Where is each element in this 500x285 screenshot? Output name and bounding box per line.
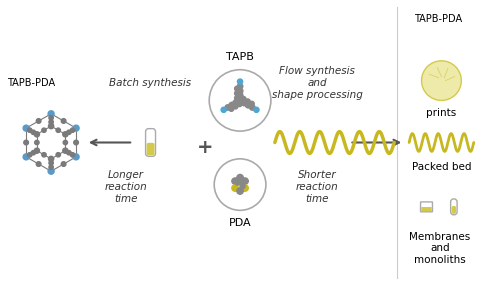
Circle shape [31, 130, 36, 135]
Circle shape [241, 97, 246, 101]
Circle shape [234, 95, 240, 101]
FancyBboxPatch shape [146, 129, 156, 156]
Circle shape [49, 120, 54, 124]
Text: TAPB-PDA: TAPB-PDA [414, 14, 462, 24]
FancyBboxPatch shape [420, 202, 432, 212]
Circle shape [233, 104, 238, 109]
Text: Packed bed: Packed bed [412, 162, 471, 172]
FancyBboxPatch shape [146, 143, 154, 155]
Text: Shorter
reaction
time: Shorter reaction time [296, 170, 339, 204]
Circle shape [48, 156, 54, 162]
Circle shape [49, 165, 54, 169]
Circle shape [62, 148, 68, 153]
Circle shape [23, 125, 29, 131]
Circle shape [209, 70, 271, 131]
Circle shape [48, 168, 54, 174]
Text: Flow synthesis
and
shape processing: Flow synthesis and shape processing [272, 66, 362, 100]
Circle shape [233, 100, 239, 106]
Circle shape [229, 102, 234, 108]
Circle shape [254, 107, 259, 112]
Text: TAPB: TAPB [226, 52, 254, 62]
Circle shape [70, 128, 74, 132]
Circle shape [236, 97, 244, 104]
Circle shape [74, 140, 78, 145]
Circle shape [214, 159, 266, 210]
Circle shape [229, 106, 234, 111]
Circle shape [238, 84, 243, 89]
Circle shape [237, 93, 243, 99]
Text: TAPB-PDA: TAPB-PDA [8, 78, 56, 88]
Circle shape [242, 178, 248, 184]
Circle shape [66, 130, 71, 135]
FancyBboxPatch shape [452, 206, 456, 214]
Text: Membranes
and
monoliths: Membranes and monoliths [410, 232, 470, 265]
Circle shape [237, 88, 243, 94]
Text: Longer
reaction
time: Longer reaction time [104, 170, 147, 204]
Circle shape [48, 111, 54, 117]
Circle shape [36, 119, 41, 123]
FancyBboxPatch shape [450, 199, 457, 215]
Circle shape [241, 100, 247, 106]
Circle shape [70, 153, 74, 157]
Circle shape [250, 105, 255, 110]
Circle shape [23, 154, 29, 160]
Circle shape [234, 86, 240, 91]
Circle shape [28, 153, 32, 157]
Circle shape [36, 162, 41, 166]
Circle shape [28, 128, 32, 132]
Circle shape [232, 178, 238, 184]
Circle shape [34, 148, 40, 153]
Circle shape [237, 102, 242, 107]
Circle shape [73, 154, 79, 160]
Circle shape [42, 128, 46, 133]
Circle shape [56, 128, 60, 133]
Circle shape [62, 119, 66, 123]
Circle shape [34, 140, 39, 145]
Circle shape [250, 101, 254, 106]
Text: PDA: PDA [228, 218, 252, 228]
Circle shape [62, 162, 66, 166]
Circle shape [49, 161, 54, 165]
Circle shape [232, 185, 238, 191]
Circle shape [66, 150, 71, 155]
Circle shape [238, 79, 242, 84]
Circle shape [63, 140, 68, 145]
Circle shape [240, 184, 245, 189]
Text: Batch synthesis: Batch synthesis [110, 78, 192, 88]
FancyBboxPatch shape [422, 207, 432, 211]
Circle shape [225, 105, 230, 110]
Circle shape [62, 132, 68, 137]
Circle shape [235, 180, 240, 185]
Circle shape [42, 152, 46, 157]
Circle shape [240, 180, 245, 185]
Circle shape [245, 99, 250, 104]
Circle shape [237, 174, 244, 181]
Circle shape [422, 61, 462, 100]
Circle shape [234, 91, 240, 96]
Text: prints: prints [426, 108, 456, 118]
Circle shape [31, 150, 36, 155]
Circle shape [48, 123, 54, 129]
Circle shape [73, 125, 79, 131]
Circle shape [246, 102, 251, 108]
Circle shape [221, 107, 226, 112]
Circle shape [34, 132, 40, 137]
Circle shape [49, 116, 54, 120]
Circle shape [56, 152, 60, 157]
Circle shape [24, 140, 28, 145]
Circle shape [237, 188, 244, 194]
Text: +: + [197, 138, 214, 157]
Circle shape [242, 185, 248, 191]
